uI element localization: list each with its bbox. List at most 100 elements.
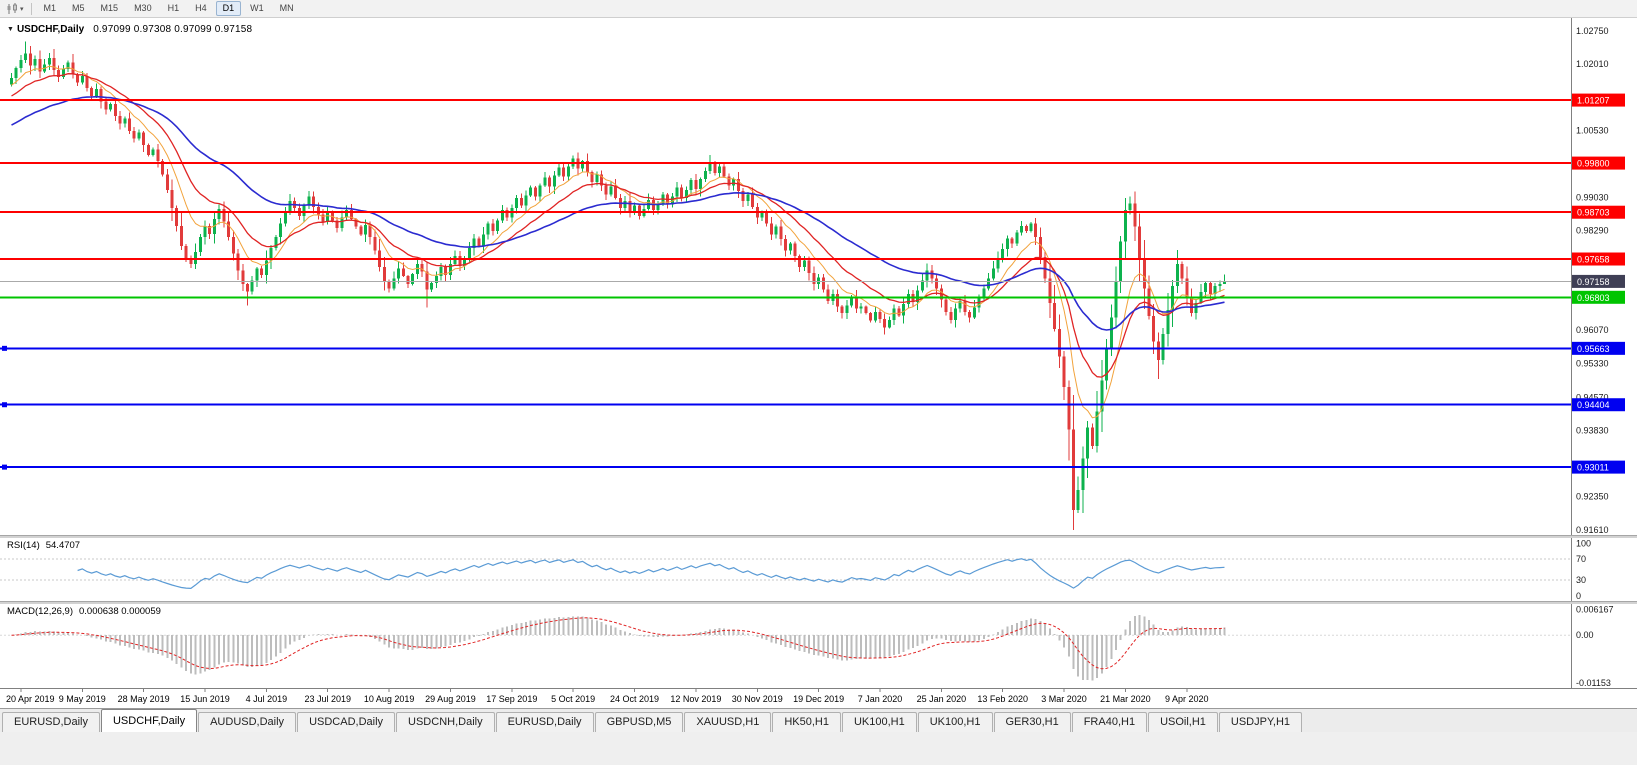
svg-text:19 Dec 2019: 19 Dec 2019 (793, 694, 844, 704)
svg-text:1.02750: 1.02750 (1576, 26, 1609, 36)
rsi-label: RSI(14) (7, 540, 40, 551)
chart-tab-usdjpy-h1[interactable]: USDJPY,H1 (1218, 712, 1303, 732)
svg-text:30: 30 (1576, 575, 1586, 585)
svg-text:10 Aug 2019: 10 Aug 2019 (364, 694, 415, 704)
svg-text:5 Oct 2019: 5 Oct 2019 (551, 694, 595, 704)
chart-tab-gbpusd-m5[interactable]: GBPUSD,M5 (594, 712, 684, 732)
svg-text:0.98703: 0.98703 (1577, 208, 1610, 218)
macd-plot-area[interactable] (0, 604, 1571, 688)
chart-tab-eurusd-daily[interactable]: EURUSD,Daily (2, 712, 100, 732)
svg-text:0.94404: 0.94404 (1577, 400, 1610, 410)
macd-values: 0.000638 0.000059 (79, 606, 161, 617)
svg-text:0.98290: 0.98290 (1576, 226, 1609, 236)
svg-text:0.99800: 0.99800 (1577, 159, 1610, 169)
chart-tab-usdchf-daily[interactable]: USDCHF,Daily (100, 709, 198, 732)
svg-text:1.02010: 1.02010 (1576, 59, 1609, 69)
svg-text:29 Aug 2019: 29 Aug 2019 (425, 694, 476, 704)
svg-text:0: 0 (1576, 591, 1581, 601)
symbol-period-label: USDCHF,Daily (16, 24, 85, 35)
timeframe-button-m1[interactable]: M1 (43, 3, 57, 13)
svg-text:0.95663: 0.95663 (1577, 344, 1610, 354)
chart-tab-usoil-h1[interactable]: USOil,H1 (1148, 712, 1218, 732)
chart-tab-bar: EURUSD,Daily USDCHF,Daily AUDUSD,Daily USDC… (0, 708, 1637, 732)
svg-text:1.00530: 1.00530 (1576, 125, 1609, 135)
rsi-value: 54.4707 (45, 540, 81, 551)
rsi-indicator-title: RSI(14) 54.4707 (7, 540, 80, 551)
timeframe-button-w1[interactable]: W1 (250, 3, 264, 13)
timeframe-button-h4[interactable]: H4 (195, 3, 207, 13)
svg-text:4 Jul 2019: 4 Jul 2019 (246, 694, 288, 704)
timeframe-toolbar: ▾ M1 M5 M15 M30 H1 H4 D1 W1 MN (0, 0, 1637, 18)
chart-tab-ger30-h1[interactable]: GER30,H1 (993, 712, 1071, 732)
timeframe-button-m15[interactable]: M15 (100, 3, 119, 13)
chart-tab-fra40-h1[interactable]: FRA40,H1 (1071, 712, 1148, 732)
chart-tab-usdcad-daily[interactable]: USDCAD,Daily (297, 712, 396, 732)
svg-text:30 Nov 2019: 30 Nov 2019 (732, 694, 783, 704)
chart-tab-eurusd-daily[interactable]: EURUSD,Daily (495, 712, 594, 732)
chart-tool-button[interactable]: ▾ (3, 1, 27, 17)
main-chart-panel: 1.02750 1.02010 1.00530 0.99030 0.98290 0.960… (0, 18, 1637, 535)
chevron-down-icon: ▾ (20, 5, 24, 13)
svg-text:70: 70 (1576, 554, 1586, 564)
svg-text:0.006167: 0.006167 (1576, 605, 1614, 615)
chart-tab-uk100-h1[interactable]: UK100,H1 (841, 712, 917, 732)
rsi-panel: 100 70 30 0 (0, 538, 1637, 601)
chart-tab-xauusd-h1[interactable]: XAUUSD,H1 (684, 712, 772, 732)
svg-text:0.97658: 0.97658 (1577, 255, 1610, 265)
rsi-plot-area[interactable] (0, 538, 1571, 601)
timeframe-button-h1[interactable]: H1 (167, 3, 180, 13)
svg-text:3 Mar 2020: 3 Mar 2020 (1041, 694, 1087, 704)
svg-text:0.91610: 0.91610 (1576, 525, 1609, 535)
svg-text:13 Feb 2020: 13 Feb 2020 (977, 694, 1028, 704)
macd-panel: 0.006167 0.00 -0.01153 (0, 604, 1637, 688)
svg-text:0.99030: 0.99030 (1576, 193, 1609, 203)
svg-text:0.97158: 0.97158 (1577, 277, 1610, 287)
svg-text:0.93830: 0.93830 (1576, 425, 1609, 435)
toolbar-separator (30, 2, 32, 15)
chart-tab-usdcnh-daily[interactable]: USDCNH,Daily (396, 712, 495, 732)
svg-text:7 Jan 2020: 7 Jan 2020 (858, 694, 903, 704)
svg-text:9 Apr 2020: 9 Apr 2020 (1165, 694, 1209, 704)
svg-text:-0.01153: -0.01153 (1576, 678, 1611, 688)
svg-text:23 Jul 2019: 23 Jul 2019 (304, 694, 351, 704)
timeframe-button-d1[interactable]: D1 (215, 1, 242, 16)
timeframe-button-m5[interactable]: M5 (72, 3, 85, 13)
chart-plot-area[interactable] (0, 18, 1571, 535)
chart-tab-uk100-h1[interactable]: UK100,H1 (917, 712, 993, 732)
panel-splitter[interactable] (0, 535, 1637, 538)
svg-text:15 Jun 2019: 15 Jun 2019 (180, 694, 230, 704)
date-axis[interactable]: 20 Apr 2019 9 May 2019 28 May 2019 15 Jun 2… (0, 688, 1637, 707)
svg-text:0.92350: 0.92350 (1576, 492, 1609, 502)
svg-text:0.94570: 0.94570 (1576, 392, 1609, 402)
timeframe-button-m30[interactable]: M30 (134, 3, 152, 13)
status-strip (0, 732, 1637, 765)
svg-text:25 Jan 2020: 25 Jan 2020 (917, 694, 967, 704)
chart-title: ▼ USDCHF,Daily 0.97099 0.97308 0.97099 0.9… (7, 24, 252, 35)
timeframe-buttons: M1 M5 M15 M30 H1 H4 D1 W1 MN (36, 1, 302, 16)
ohlc-values: 0.97099 0.97308 0.97099 0.97158 (93, 24, 253, 35)
macd-indicator-title: MACD(12,26,9) 0.000638 0.000059 (7, 606, 161, 617)
svg-text:0.00: 0.00 (1576, 630, 1594, 640)
panel-splitter[interactable] (0, 601, 1637, 604)
svg-text:0.95330: 0.95330 (1576, 358, 1609, 368)
svg-text:24 Oct 2019: 24 Oct 2019 (610, 694, 659, 704)
candlestick-chart-icon (7, 2, 17, 14)
timeframe-button-mn[interactable]: MN (279, 3, 294, 13)
svg-text:21 Mar 2020: 21 Mar 2020 (1100, 694, 1151, 704)
svg-text:17 Sep 2019: 17 Sep 2019 (486, 694, 537, 704)
macd-label: MACD(12,26,9) (7, 606, 73, 617)
svg-text:100: 100 (1576, 538, 1591, 548)
svg-text:0.96070: 0.96070 (1576, 325, 1609, 335)
svg-text:9 May 2019: 9 May 2019 (59, 694, 106, 704)
svg-text:12 Nov 2019: 12 Nov 2019 (670, 694, 721, 704)
chart-tab-audusd-daily[interactable]: AUDUSD,Daily (198, 712, 297, 732)
svg-text:0.96803: 0.96803 (1577, 293, 1610, 303)
svg-text:28 May 2019: 28 May 2019 (118, 694, 170, 704)
price-scale[interactable] (1571, 18, 1637, 535)
svg-text:0.93011: 0.93011 (1577, 463, 1609, 473)
collapse-triangle-icon[interactable]: ▼ (7, 26, 14, 33)
chart-tab-hk50-h1[interactable]: HK50,H1 (772, 712, 841, 732)
svg-text:1.01207: 1.01207 (1577, 96, 1610, 106)
svg-text:20 Apr 2019: 20 Apr 2019 (6, 694, 55, 704)
